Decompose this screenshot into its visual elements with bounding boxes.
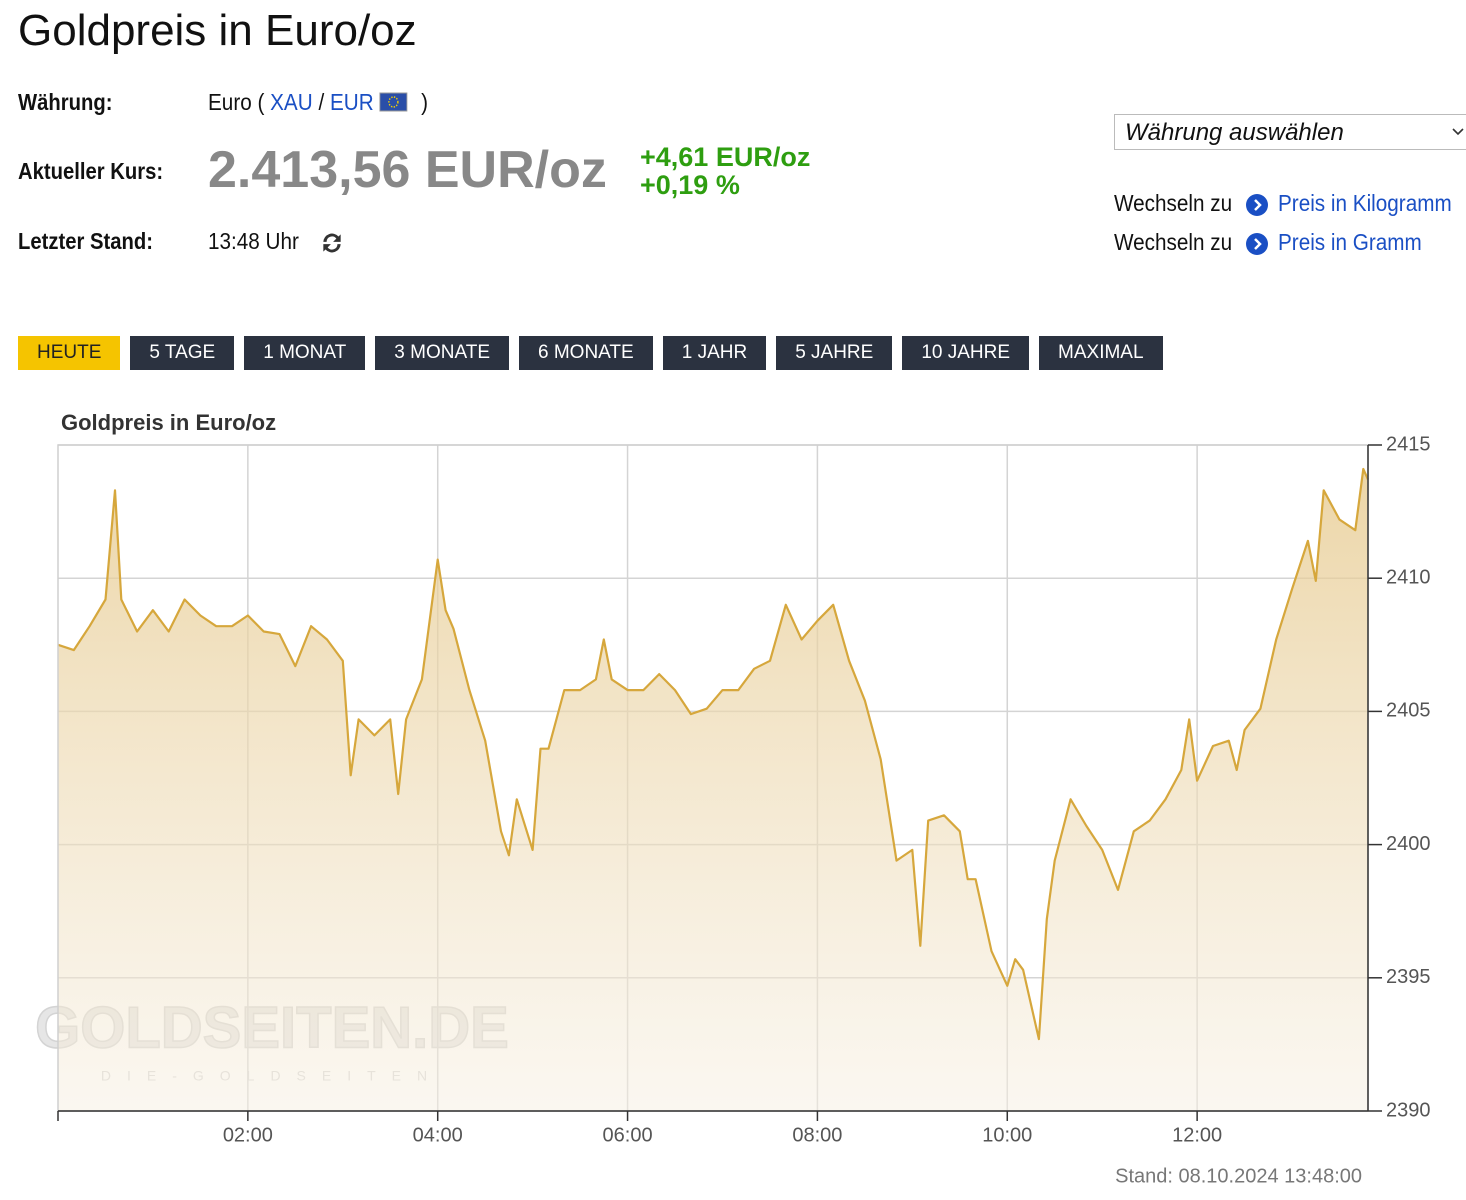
flag-icon: [379, 92, 408, 112]
label: Letzter Stand:: [18, 228, 153, 254]
select-text: Währung auswählen: [1125, 119, 1344, 146]
footer-note: Stand: 08.10.2024 13:48:00: [1115, 1165, 1362, 1187]
tab[interactable]: 3 MONATE: [375, 336, 509, 370]
link[interactable]: EUR: [329, 89, 374, 115]
tab[interactable]: MAXIMAL: [1039, 336, 1163, 370]
chart: Goldpreis in Euro/oz GOLDSEITEN.DEDIE-GO…: [34, 410, 1431, 1187]
price-line: [57, 467, 1370, 1041]
label: Aktueller Kurs:: [18, 158, 164, 184]
y-tick-label: 2410: [1386, 566, 1431, 588]
y-tick-label: 2400: [1386, 833, 1431, 855]
page-title: Goldpreis in Euro/oz: [18, 6, 417, 55]
x-tick-label: 06:00: [603, 1124, 653, 1146]
link[interactable]: Preis in Gramm: [1278, 229, 1422, 255]
change-abs: +4,61 EUR/oz: [640, 142, 811, 172]
tab[interactable]: HEUTE: [18, 336, 121, 370]
area-fill: [58, 469, 1368, 1111]
refresh-icon[interactable]: [319, 230, 345, 256]
currency-line: Euro ( XAU / EUR ): [208, 89, 428, 116]
change-pct: +0,19 %: [640, 170, 740, 200]
x-tick-label: 12:00: [1172, 1124, 1222, 1146]
text: /: [318, 89, 325, 115]
link[interactable]: Preis in Kilogramm: [1278, 190, 1452, 216]
link-prefix: Wechseln zu: [1114, 190, 1233, 216]
chart-title: Goldpreis in Euro/oz: [61, 410, 276, 435]
tab[interactable]: 1 JAHR: [662, 336, 767, 370]
x-tick-label: 08:00: [792, 1124, 842, 1146]
arrow-icon: [1246, 233, 1268, 255]
y-tick-label: 2390: [1386, 1099, 1431, 1121]
text: ): [421, 89, 429, 115]
tab[interactable]: 5 TAGE: [130, 336, 235, 370]
text: Euro (: [208, 89, 265, 115]
chevron-icon: [1452, 128, 1464, 136]
tab[interactable]: 1 MONAT: [244, 336, 366, 370]
link[interactable]: XAU: [270, 89, 313, 115]
tab-bar: HEUTE 5 TAGE 1 MONAT 3 MONATE 6 MONATE 1 JAHR…: [18, 336, 1163, 370]
arrow-icon: [1246, 194, 1268, 216]
price: 2.413,56 EUR/oz: [208, 141, 607, 199]
currency-select[interactable]: Währung auswählen: [1114, 114, 1466, 150]
x-tick-label: 04:00: [413, 1124, 463, 1146]
x-tick-label: 02:00: [223, 1124, 273, 1146]
y-tick-label: 2415: [1386, 433, 1431, 455]
tab[interactable]: 10 JAHRE: [902, 336, 1030, 370]
x-tick-label: 10:00: [982, 1124, 1032, 1146]
time: 13:48 Uhr: [208, 228, 299, 254]
label: Währung:: [18, 89, 113, 115]
y-tick-label: 2395: [1386, 966, 1431, 988]
tab[interactable]: 6 MONATE: [519, 336, 653, 370]
link-prefix: Wechseln zu: [1114, 229, 1233, 255]
tab[interactable]: 5 JAHRE: [776, 336, 893, 370]
y-tick-label: 2405: [1386, 700, 1431, 722]
